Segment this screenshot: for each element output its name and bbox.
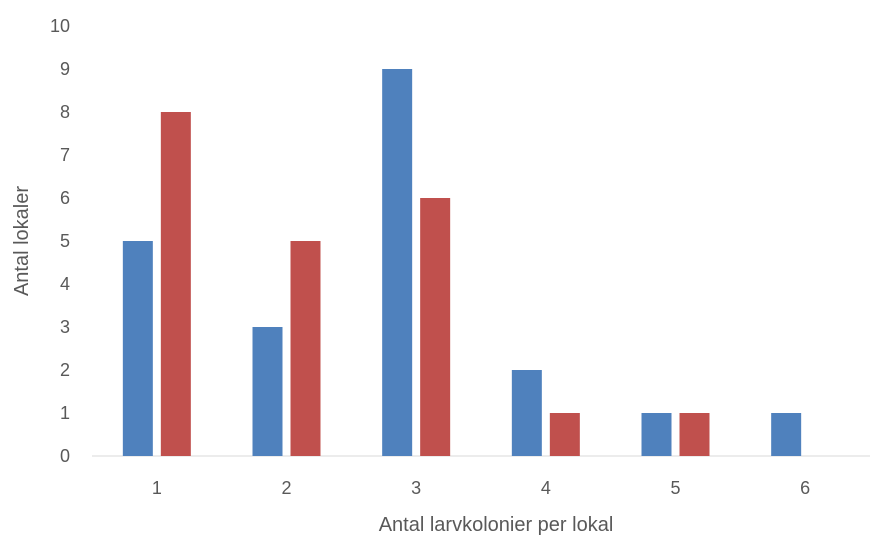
y-tick-label: 6 bbox=[60, 188, 70, 208]
bar-series2-cat-4 bbox=[549, 413, 580, 456]
y-tick-label: 2 bbox=[60, 360, 70, 380]
y-tick-label: 9 bbox=[60, 59, 70, 79]
bar-series2-cat-5 bbox=[679, 413, 710, 456]
x-axis-title: Antal larvkolonier per lokal bbox=[379, 514, 614, 536]
x-tick-label: 5 bbox=[670, 478, 680, 498]
x-axis-ticks: 1 2 3 4 5 6 bbox=[152, 478, 810, 498]
bar-series1-cat-6 bbox=[771, 413, 802, 456]
bar-series1-cat-1 bbox=[122, 241, 153, 456]
y-tick-label: 1 bbox=[60, 403, 70, 423]
x-tick-label: 1 bbox=[152, 478, 162, 498]
x-tick-label: 6 bbox=[800, 478, 810, 498]
y-tick-label: 0 bbox=[60, 446, 70, 466]
x-tick-label: 3 bbox=[411, 478, 421, 498]
y-tick-label: 7 bbox=[60, 145, 70, 165]
y-axis-title: Antal lokaler bbox=[11, 186, 33, 296]
bars bbox=[122, 69, 802, 456]
y-tick-label: 10 bbox=[50, 16, 70, 36]
y-axis-ticks: 0 1 2 3 4 5 6 7 8 9 10 bbox=[50, 16, 70, 466]
x-tick-label: 4 bbox=[541, 478, 551, 498]
x-tick-label: 2 bbox=[281, 478, 291, 498]
bar-series2-cat-3 bbox=[420, 198, 451, 456]
bar-series2-cat-1 bbox=[160, 112, 191, 456]
bar-series1-cat-3 bbox=[382, 69, 413, 456]
bar-series2-cat-2 bbox=[290, 241, 321, 456]
bar-series1-cat-5 bbox=[641, 413, 672, 456]
y-tick-label: 4 bbox=[60, 274, 70, 294]
bar-series1-cat-4 bbox=[511, 370, 542, 456]
y-tick-label: 8 bbox=[60, 102, 70, 122]
y-tick-label: 3 bbox=[60, 317, 70, 337]
y-tick-label: 5 bbox=[60, 231, 70, 251]
bar-series1-cat-2 bbox=[252, 327, 283, 456]
